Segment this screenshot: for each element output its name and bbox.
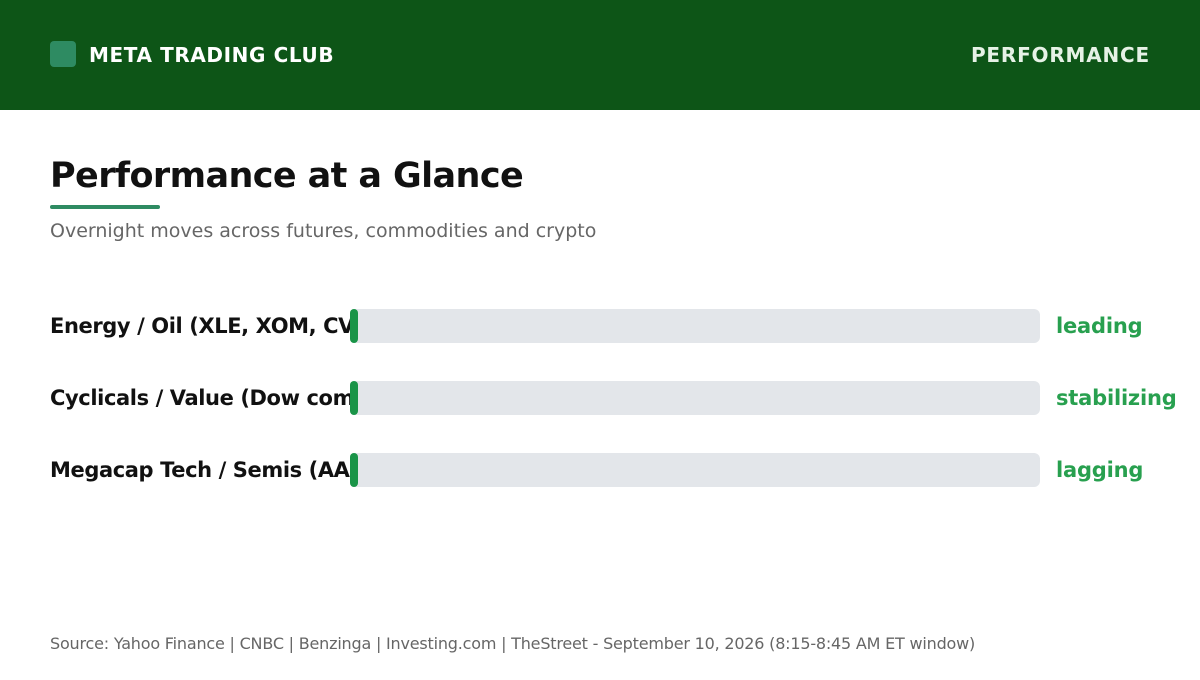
bar-track	[350, 453, 1040, 487]
brand-name: META TRADING CLUB	[89, 43, 335, 67]
bar	[350, 453, 358, 487]
category-label: Cyclicals / Value (Dow com	[50, 386, 350, 410]
chart-row: Megacap Tech / Semis (AA lagging	[0, 453, 1200, 487]
page-subtitle: Overnight moves across futures, commodit…	[50, 220, 597, 242]
data-label: stabilizing	[1056, 386, 1177, 410]
bar	[350, 309, 358, 343]
data-label: lagging	[1056, 458, 1144, 482]
title-underline	[50, 205, 160, 209]
source-footnote: Source: Yahoo Finance | CNBC | Benzinga …	[50, 634, 976, 653]
bar-track	[350, 381, 1040, 415]
chart-row: Cyclicals / Value (Dow com stabilizing	[0, 381, 1200, 415]
header-bar: META TRADING CLUB PERFORMANCE	[0, 0, 1200, 110]
chart-row: Energy / Oil (XLE, XOM, CV leading	[0, 309, 1200, 343]
section-label: PERFORMANCE	[970, 43, 1150, 67]
data-label: leading	[1056, 314, 1143, 338]
bar-track	[350, 309, 1040, 343]
page-title: Performance at a Glance	[50, 156, 524, 196]
bar	[350, 381, 358, 415]
category-label: Megacap Tech / Semis (AA	[50, 458, 350, 482]
brand-logo-icon	[50, 41, 76, 67]
category-label: Energy / Oil (XLE, XOM, CV	[50, 314, 350, 338]
